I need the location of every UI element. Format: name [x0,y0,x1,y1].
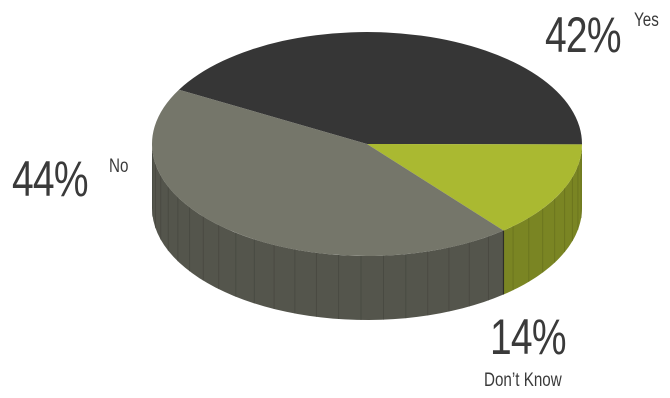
pie-slice [151,89,504,257]
pie-slice-side-ribs [152,152,489,320]
pie-slice [178,32,583,145]
pie-slice-side-ribs [512,154,582,291]
slice-category-label: Don’t Know [484,370,562,391]
pie-slice [367,144,582,231]
slice-value-label: 42% [545,7,622,63]
slice-category-label: No [109,156,129,177]
slice-value-label: 44% [12,151,89,207]
slice-category-label: Yes [634,10,659,31]
slice-value-label: 14% [490,309,567,365]
pie-slice-side [152,144,504,320]
